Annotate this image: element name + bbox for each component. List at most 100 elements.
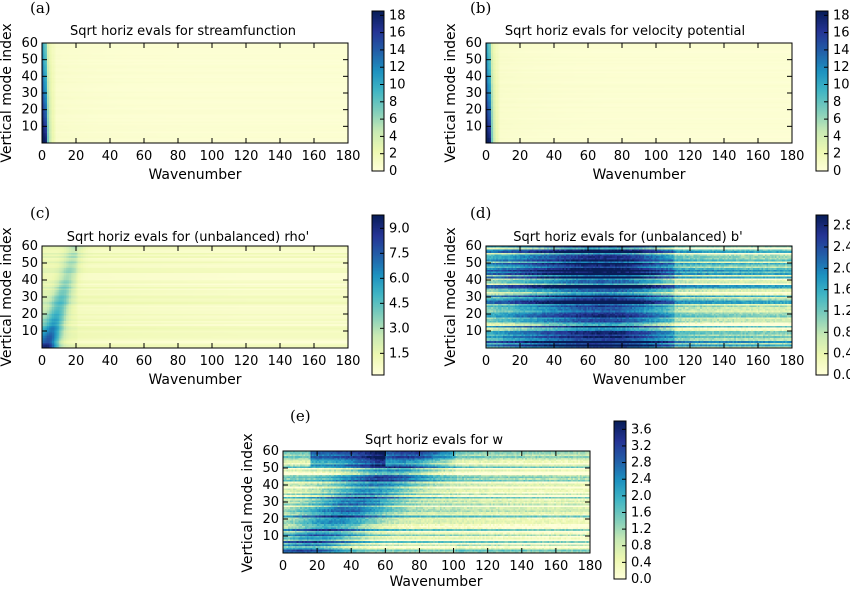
- panel-c-x-tick-label: 100: [200, 354, 225, 369]
- panel-c-colorbar-tick-label: 1.5: [389, 346, 410, 361]
- panel-b-x-axis-label: Wavenumber: [592, 167, 685, 183]
- panel-c-x-axis-label: Wavenumber: [148, 372, 241, 388]
- panel-e-heatmap-raster: [283, 451, 590, 553]
- panel-b-colorbar-tick-label: 18: [833, 8, 850, 23]
- panel-b-y-axis-label: Vertical mode index: [443, 23, 459, 162]
- panel-c-x-tick-label: 180: [336, 354, 361, 369]
- panel-b-colorbar-tick-label: 0: [833, 164, 841, 179]
- panel-a-colorbar: 0 2 4 6 8 10 12 14 16 18: [371, 8, 406, 179]
- panel-a-y-tick-label: 10: [21, 119, 38, 134]
- panel-c-x-tick-label: 80: [170, 354, 187, 369]
- panel-e-colorbar-tick-label: 2.8: [631, 456, 652, 471]
- panel-c-title: Sqrt horiz evals for (unbalanced) rho': [67, 230, 309, 245]
- panel-d-colorbar: 0.0 0.4 0.8 1.2 1.6 2.0 2.4 2.8: [815, 214, 850, 383]
- panel-a-colorbar-gradient: [372, 11, 384, 171]
- panel-c-colorbar-tick-label: 7.5: [389, 246, 410, 261]
- panel-c-x-tick-label: 120: [234, 354, 259, 369]
- panel-a-y-tick-label: 50: [21, 53, 38, 68]
- panel-e-y-axis: 10 20 30 40 50 60: [262, 444, 590, 544]
- panel-d-colorbar-tick-label: 2.0: [833, 261, 850, 276]
- panel-d-y-tick-label: 50: [465, 256, 482, 271]
- panel-a-letter: (a): [30, 0, 51, 17]
- panel-c-colorbar-tick-label: 4.5: [389, 296, 410, 311]
- panel-a-colorbar-tick-label: 0: [389, 164, 397, 179]
- panel-e-y-tick-label: 50: [262, 461, 279, 476]
- panel-a-colorbar-tick-label: 14: [389, 43, 406, 58]
- panel-d-x-tick-label: 60: [580, 354, 597, 369]
- panel-a-colorbar-tick-label: 6: [389, 112, 397, 127]
- panel-a-title: Sqrt horiz evals for streamfunction: [70, 24, 296, 39]
- panel-b-colorbar-tick-label: 6: [833, 112, 841, 127]
- panel-e-x-tick-label: 100: [441, 559, 466, 574]
- panel-a-y-tick-label: 40: [21, 69, 38, 84]
- panel-c-y-axis-label: Vertical mode index: [0, 227, 15, 366]
- panel-d-x-tick-label: 0: [482, 354, 490, 369]
- panel-b-y-tick-label: 10: [465, 119, 482, 134]
- panel-b-x-tick-label: 140: [712, 149, 737, 164]
- panel-a: (a) Sqrt horiz evals for streamfunction …: [0, 0, 406, 183]
- panel-e-colorbar-tick-label: 0.8: [631, 539, 652, 554]
- panel-c-y-tick-label: 50: [21, 256, 38, 271]
- panel-b-letter: (b): [470, 0, 491, 17]
- panel-b-x-axis: 0 20 40 60 80 100 120 140 160 180: [482, 43, 805, 164]
- panel-b-colorbar-tick-label: 16: [833, 26, 850, 41]
- panel-d-y-tick-label: 60: [465, 239, 482, 254]
- panel-b-x-tick-label: 80: [614, 149, 631, 164]
- panel-a-x-axis-label: Wavenumber: [148, 167, 241, 183]
- panel-d-colorbar-tick-label: 2.8: [833, 219, 850, 234]
- panel-c-y-axis: 10 20 30 40 50 60: [21, 239, 348, 339]
- panel-d-y-tick-label: 20: [465, 307, 482, 322]
- panel-d: (d) Sqrt horiz evals for (unbalanced) b'…: [443, 204, 850, 388]
- panel-a-y-tick-label: 20: [21, 103, 38, 118]
- panel-e-colorbar-frame: [613, 420, 627, 580]
- panel-e-x-tick-label: 0: [279, 559, 287, 574]
- panel-d-x-tick-label: 120: [678, 354, 703, 369]
- panel-b-x-tick-label: 180: [780, 149, 805, 164]
- panel-a-x-tick-label: 0: [38, 149, 46, 164]
- panel-b-colorbar-tick-label: 8: [833, 95, 841, 110]
- panel-b-x-tick-label: 160: [746, 149, 771, 164]
- panel-e-x-tick-label: 80: [411, 559, 428, 574]
- panel-d-x-axis: 0 20 40 60 80 100 120 140 160 180: [482, 246, 804, 369]
- panel-c: (c) Sqrt horiz evals for (unbalanced) rh…: [0, 204, 410, 388]
- panel-b-y-tick-label: 20: [465, 103, 482, 118]
- panel-a-x-tick-label: 100: [200, 149, 225, 164]
- panel-b-x-tick-label: 60: [580, 149, 597, 164]
- panel-e-x-tick-label: 160: [543, 559, 568, 574]
- panel-a-x-tick-label: 20: [68, 149, 85, 164]
- panel-b-heatmap-raster: [486, 43, 792, 143]
- panel-b: (b) Sqrt horiz evals for velocity potent…: [443, 0, 850, 183]
- panel-d-x-tick-label: 40: [546, 354, 563, 369]
- panel-c-x-tick-label: 140: [268, 354, 293, 369]
- panel-c-colorbar-tick-label: 6.0: [389, 271, 410, 286]
- panel-d-x-axis-label: Wavenumber: [592, 372, 685, 388]
- panel-d-heatmap: [486, 246, 792, 348]
- panel-c-y-tick-label: 40: [21, 273, 38, 288]
- panel-b-y-tick-label: 40: [465, 69, 482, 84]
- panel-a-x-axis: 0 20 40 60 80 100 120 140 160 180: [38, 43, 361, 164]
- panel-e-letter: (e): [290, 407, 311, 425]
- panel-a-x-tick-label: 120: [234, 149, 259, 164]
- panel-b-x-tick-label: 100: [644, 149, 669, 164]
- panel-a-colorbar-tick-label: 4: [389, 129, 397, 144]
- panel-a-x-tick-label: 180: [336, 149, 361, 164]
- panel-a-colorbar-tick-label: 8: [389, 95, 397, 110]
- panel-e-colorbar-gradient: [614, 421, 626, 579]
- panel-d-colorbar-tick-label: 0.4: [833, 347, 850, 362]
- panel-c-colorbar-gradient: [372, 215, 384, 375]
- panel-a-x-tick-label: 60: [136, 149, 153, 164]
- panel-c-y-tick-label: 10: [21, 324, 38, 339]
- panel-e-y-tick-label: 60: [262, 444, 279, 459]
- panel-c-colorbar: 1.5 3.0 4.5 6.0 7.5 9.0: [371, 214, 410, 376]
- panel-e-y-tick-label: 30: [262, 495, 279, 510]
- panel-b-colorbar-tick-label: 12: [833, 60, 850, 75]
- panel-a-colorbar-tick-label: 10: [389, 78, 406, 93]
- panel-e-y-axis-label: Vertical mode index: [240, 433, 256, 572]
- panel-e-colorbar-tick-label: 2.4: [631, 472, 652, 487]
- panel-e-colorbar: 0.0 0.40.8 1.2 1.62.0 2.42.8 3.2 3.6: [613, 420, 652, 587]
- panel-b-colorbar-tick-label: 4: [833, 129, 841, 144]
- panel-d-x-tick-label: 160: [746, 354, 771, 369]
- panel-b-colorbar: 0 2 4 6 8 10 12 14 16 18: [815, 8, 850, 179]
